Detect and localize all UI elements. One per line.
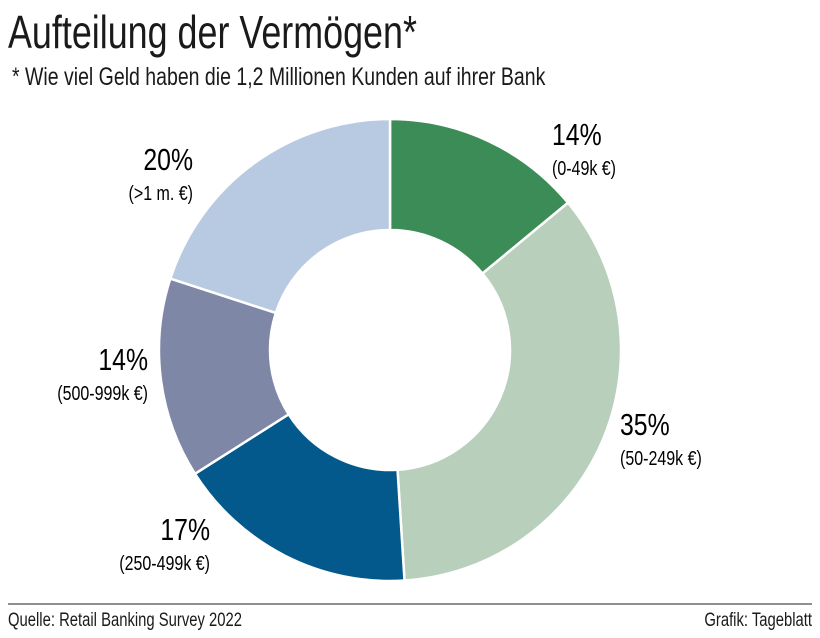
slice-range-label: (250-499k €) [119,552,210,574]
slice-percent-label: 35% [620,407,670,441]
chart-subtitle-text: * Wie viel Geld haben die 1,2 Millionen … [12,63,546,91]
footer-divider [8,603,812,605]
slice-percent-label: 14% [98,342,148,376]
source-note: Quelle: Retail Banking Survey 2022 [8,610,308,632]
slice-range-label: (>1 m. €) [129,182,193,204]
donut-slice [157,277,291,476]
slice-range-label: (50-249k €) [620,447,702,469]
chart-title: Aufteilung der Vermögen* [8,6,532,58]
source-text: Quelle: Retail Banking Survey 2022 [8,610,242,631]
donut-slice [193,412,406,583]
slice-percent-label: 17% [160,512,210,546]
slice-range-label: (0-49k €) [552,157,616,179]
donut-slice [396,200,623,582]
slice-percent-label: 14% [552,117,602,151]
slice-range-label: (500-999k €) [57,382,148,404]
slice-percent-label: 20% [143,142,193,176]
chart-subtitle: * Wie viel Geld haben die 1,2 Millionen … [12,62,696,92]
donut-slice [388,117,570,276]
credit-text: Grafik: Tageblatt [704,610,812,631]
chart-title-text: Aufteilung der Vermögen* [8,6,417,58]
graphic-credit: Grafik: Tageblatt [674,610,812,632]
donut-slice [168,117,392,315]
